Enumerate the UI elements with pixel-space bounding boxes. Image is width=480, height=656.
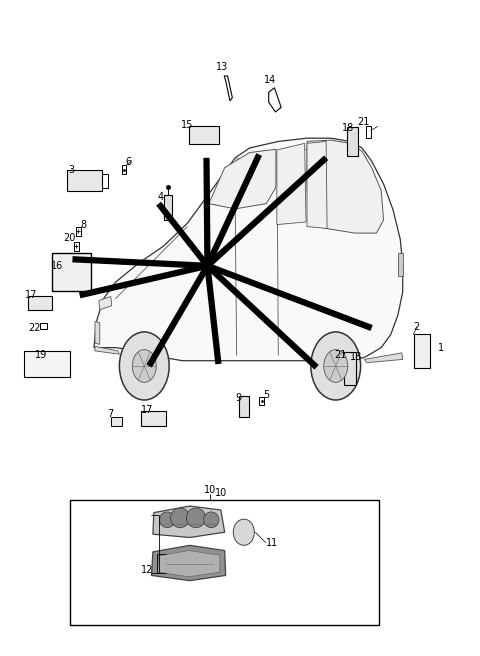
Text: 2: 2 (413, 321, 419, 332)
Bar (74, 241, 79, 251)
Text: 22: 22 (28, 323, 40, 333)
Bar (52, 253, 91, 291)
Bar (40, 323, 48, 329)
Circle shape (311, 332, 360, 400)
Polygon shape (94, 138, 403, 361)
Text: 1: 1 (438, 342, 444, 353)
Text: 10: 10 (215, 488, 227, 498)
Text: 21: 21 (357, 117, 370, 127)
Circle shape (324, 350, 348, 382)
Polygon shape (307, 142, 327, 228)
Bar (24, 351, 70, 377)
Polygon shape (398, 253, 403, 276)
Polygon shape (307, 140, 384, 233)
Circle shape (120, 332, 169, 400)
Polygon shape (99, 297, 112, 310)
Polygon shape (95, 346, 120, 354)
Text: 13: 13 (216, 62, 228, 72)
Text: 3: 3 (68, 165, 74, 174)
Text: 5: 5 (263, 390, 269, 400)
Text: 8: 8 (80, 220, 86, 230)
Bar (239, 396, 249, 417)
Text: 9: 9 (235, 393, 241, 403)
Text: 20: 20 (63, 234, 75, 243)
Bar (332, 356, 337, 369)
Text: 15: 15 (181, 120, 193, 130)
Bar (111, 417, 122, 426)
Text: 12: 12 (141, 565, 153, 575)
Text: 18: 18 (342, 123, 354, 133)
Bar (76, 226, 81, 236)
Bar (347, 127, 358, 156)
Polygon shape (364, 353, 403, 363)
Bar (142, 411, 166, 426)
Ellipse shape (159, 512, 175, 527)
Bar (259, 398, 264, 405)
Text: 7: 7 (108, 409, 114, 419)
Ellipse shape (233, 519, 254, 545)
Text: 14: 14 (264, 75, 276, 85)
Text: 21: 21 (335, 350, 347, 361)
Bar (70, 499, 379, 625)
Text: 6: 6 (125, 157, 131, 167)
Text: 19: 19 (35, 350, 48, 361)
Text: 10: 10 (204, 485, 216, 495)
Circle shape (132, 350, 156, 382)
Bar (102, 173, 108, 188)
Polygon shape (209, 150, 276, 209)
Text: 11: 11 (265, 538, 278, 548)
Polygon shape (152, 545, 226, 581)
Text: 17: 17 (24, 290, 37, 300)
Bar (164, 195, 172, 220)
Bar (366, 126, 371, 138)
Text: 18: 18 (350, 352, 362, 363)
Text: 17: 17 (142, 405, 154, 415)
Ellipse shape (170, 508, 190, 527)
Polygon shape (157, 550, 220, 577)
Text: 4: 4 (158, 192, 164, 202)
Ellipse shape (204, 512, 219, 527)
Bar (67, 171, 102, 191)
Bar (189, 126, 219, 144)
Bar (344, 352, 356, 385)
Ellipse shape (186, 508, 205, 527)
Text: 16: 16 (51, 261, 63, 271)
Bar (28, 296, 52, 310)
Bar (122, 165, 126, 174)
Polygon shape (95, 321, 100, 344)
Bar (414, 334, 430, 368)
Polygon shape (153, 506, 225, 537)
Polygon shape (277, 144, 306, 224)
